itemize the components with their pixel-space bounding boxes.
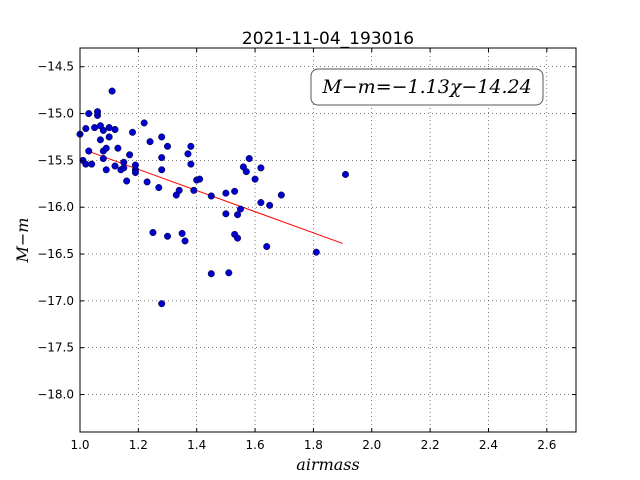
data-point bbox=[155, 184, 163, 192]
y-tick-label: −16.0 bbox=[37, 200, 74, 214]
data-point bbox=[257, 199, 265, 207]
data-point bbox=[158, 154, 166, 162]
data-point bbox=[82, 160, 90, 168]
data-point bbox=[102, 144, 110, 152]
data-point bbox=[140, 119, 148, 127]
data-points bbox=[76, 87, 350, 308]
data-point bbox=[222, 189, 230, 197]
data-point bbox=[129, 128, 137, 136]
data-point bbox=[236, 205, 244, 213]
data-point bbox=[105, 133, 113, 141]
data-point bbox=[263, 243, 271, 251]
x-tick-label: 2.4 bbox=[479, 438, 498, 452]
x-tick-label: 1.0 bbox=[70, 438, 89, 452]
data-point bbox=[146, 138, 154, 146]
data-point bbox=[181, 237, 189, 245]
data-point bbox=[207, 270, 215, 278]
data-point bbox=[114, 144, 122, 152]
data-point bbox=[225, 269, 233, 277]
data-point bbox=[82, 125, 90, 133]
data-point bbox=[178, 229, 186, 237]
x-axis-label: airmass bbox=[296, 455, 359, 474]
annotation-box bbox=[310, 68, 544, 106]
data-point bbox=[164, 142, 172, 150]
data-point bbox=[120, 164, 128, 172]
data-point bbox=[266, 201, 274, 209]
data-point bbox=[184, 150, 192, 158]
data-point bbox=[94, 108, 102, 116]
y-tick-label: −16.5 bbox=[37, 247, 74, 261]
data-point bbox=[164, 232, 172, 240]
data-point bbox=[257, 164, 265, 172]
data-point bbox=[96, 136, 104, 144]
data-point bbox=[245, 155, 253, 163]
data-point bbox=[234, 234, 242, 242]
y-axis-label: M−m bbox=[13, 218, 32, 264]
x-tick-label: 1.6 bbox=[246, 438, 265, 452]
data-point bbox=[158, 300, 166, 308]
data-point bbox=[102, 166, 110, 174]
x-tick-label: 1.2 bbox=[129, 438, 148, 452]
data-point bbox=[312, 248, 320, 256]
data-point bbox=[277, 191, 285, 199]
data-point bbox=[158, 166, 166, 174]
data-point bbox=[108, 87, 116, 95]
data-point bbox=[143, 178, 151, 186]
data-point bbox=[85, 147, 93, 155]
axis-ticks: 1.0 1.2 1.4 1.6 1.8 2.0 2.2 2.4 2.6 −14.5 −15.0 −15… bbox=[37, 48, 576, 452]
data-point bbox=[234, 211, 242, 219]
data-point bbox=[88, 160, 96, 168]
chart-title: 2021-11-04_193016 bbox=[242, 29, 414, 49]
y-tick-label: −18.0 bbox=[37, 388, 74, 402]
data-point bbox=[149, 229, 157, 237]
data-point bbox=[91, 124, 99, 132]
data-point bbox=[342, 170, 350, 178]
data-point bbox=[187, 160, 195, 168]
data-point bbox=[242, 168, 250, 176]
data-point bbox=[222, 210, 230, 218]
data-point bbox=[207, 192, 215, 200]
data-point bbox=[126, 151, 134, 159]
y-tick-label: −15.0 bbox=[37, 107, 74, 121]
data-point bbox=[111, 125, 119, 133]
data-point bbox=[251, 175, 259, 183]
y-tick-label: −14.5 bbox=[37, 60, 74, 74]
data-point bbox=[99, 155, 107, 163]
data-point bbox=[196, 175, 204, 183]
data-point bbox=[231, 187, 239, 195]
x-tick-label: 1.8 bbox=[304, 438, 323, 452]
grid bbox=[79, 48, 576, 432]
data-point bbox=[123, 177, 131, 185]
fit-equation-box: M−m=−1.13χ−14.24 bbox=[310, 68, 544, 106]
data-point bbox=[175, 186, 183, 194]
y-tick-label: −17.0 bbox=[37, 294, 74, 308]
data-point bbox=[85, 110, 93, 118]
x-tick-label: 2.6 bbox=[537, 438, 556, 452]
data-point bbox=[187, 142, 195, 150]
fit-equation: M−m=−1.13χ−14.24 bbox=[321, 76, 531, 98]
data-point bbox=[99, 126, 107, 134]
data-point bbox=[190, 186, 198, 194]
x-tick-label: 2.0 bbox=[362, 438, 381, 452]
data-point bbox=[158, 133, 166, 141]
y-tick-label: −15.5 bbox=[37, 153, 74, 167]
data-point bbox=[131, 161, 139, 169]
x-tick-label: 2.2 bbox=[421, 438, 440, 452]
data-point bbox=[111, 162, 119, 170]
plot-area-frame bbox=[79, 47, 577, 433]
y-tick-label: −17.5 bbox=[37, 341, 74, 355]
data-point bbox=[105, 124, 113, 132]
data-point bbox=[131, 169, 139, 177]
x-tick-label: 1.4 bbox=[187, 438, 206, 452]
